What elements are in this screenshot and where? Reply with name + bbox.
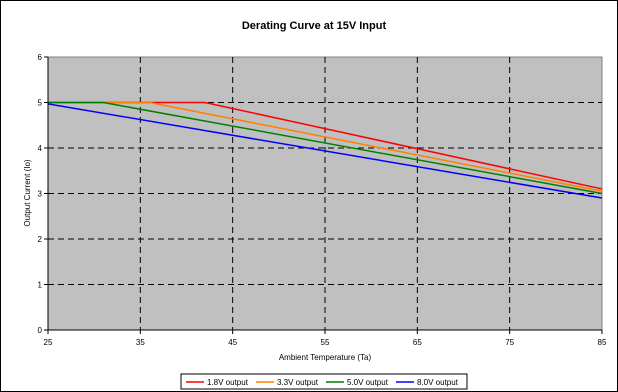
x-tick-label: 35 xyxy=(136,338,145,347)
x-axis-label: Ambient Temperature (Ta) xyxy=(279,353,372,362)
chart-title: Derating Curve at 15V Input xyxy=(242,20,387,32)
y-tick-label: 4 xyxy=(38,144,43,153)
legend-box xyxy=(180,373,468,390)
x-tick-label: 65 xyxy=(413,338,422,347)
series-lines xyxy=(47,101,603,199)
x-tick-label: 85 xyxy=(598,338,607,347)
y-axis-label: Output Current (Io) xyxy=(23,159,32,226)
legend-label: 3.3V output xyxy=(277,378,319,387)
x-tick-label: 25 xyxy=(44,338,53,347)
x-tick-label: 55 xyxy=(321,338,330,347)
y-axis-ticks: 0 1 2 3 4 5 6 xyxy=(38,53,48,335)
y-tick-label: 3 xyxy=(38,190,43,199)
y-tick-label: 5 xyxy=(38,99,43,108)
series-line xyxy=(47,103,603,199)
legend-label: 1.8V output xyxy=(207,378,249,387)
y-tick-label: 6 xyxy=(38,53,43,62)
y-tick-label: 2 xyxy=(38,235,43,244)
y-tick-label: 0 xyxy=(38,326,43,335)
legend-label: 8.0V output xyxy=(417,378,459,387)
x-tick-label: 45 xyxy=(228,338,237,347)
y-tick-label: 1 xyxy=(38,281,43,290)
legend-label: 5.0V output xyxy=(347,378,389,387)
series-line xyxy=(48,101,603,195)
x-tick-label: 75 xyxy=(505,338,514,347)
legend: 1.8V output 3.3V output 5.0V output 8.0V ou… xyxy=(186,378,459,387)
x-axis-ticks: 25 35 45 55 65 75 85 xyxy=(44,330,607,347)
